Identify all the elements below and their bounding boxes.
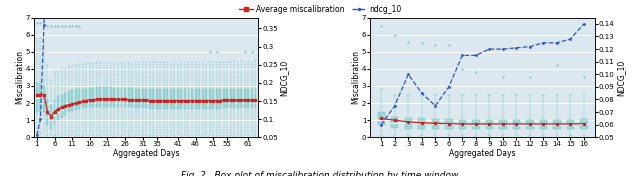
Bar (251, 89, 253, 108)
Bar (580, 119, 588, 129)
Bar (99, 87, 101, 106)
Bar (227, 89, 228, 108)
Bar (61, 95, 63, 118)
Bar (244, 89, 246, 108)
Bar (188, 89, 189, 109)
Bar (378, 112, 385, 125)
Bar (472, 120, 479, 129)
Bar (64, 93, 66, 115)
Bar (230, 89, 232, 108)
Bar (40, 83, 42, 112)
Bar (47, 100, 49, 125)
Bar (78, 89, 80, 109)
Bar (145, 89, 147, 108)
Bar (223, 89, 225, 108)
Bar (205, 89, 207, 109)
Bar (36, 83, 38, 112)
Bar (237, 89, 239, 108)
Bar (127, 88, 129, 107)
Bar (138, 89, 140, 108)
Bar (89, 88, 91, 107)
Bar (216, 89, 218, 109)
Bar (106, 87, 108, 106)
Bar (198, 89, 200, 109)
Bar (163, 89, 164, 109)
Bar (202, 89, 204, 109)
Bar (177, 89, 179, 109)
Y-axis label: NDCG_10: NDCG_10 (616, 59, 625, 96)
Bar (141, 89, 143, 108)
Bar (148, 89, 150, 109)
Bar (110, 87, 112, 106)
Bar (75, 89, 77, 110)
Bar (170, 89, 172, 109)
Bar (540, 120, 547, 129)
Bar (103, 87, 105, 106)
Bar (431, 119, 439, 129)
X-axis label: Aggregated Days: Aggregated Days (449, 149, 516, 158)
Bar (82, 89, 84, 108)
Bar (113, 88, 115, 107)
Bar (180, 89, 182, 109)
Text: Fig. 2.  Box plot of miscalibration distribution by time window: Fig. 2. Box plot of miscalibration distr… (181, 171, 459, 176)
Bar (166, 89, 168, 109)
Y-axis label: Miscalibration: Miscalibration (351, 51, 360, 104)
Bar (131, 88, 133, 107)
Bar (57, 96, 59, 120)
Bar (212, 89, 214, 109)
Bar (499, 120, 506, 129)
Bar (191, 89, 193, 109)
Bar (445, 119, 452, 129)
Bar (71, 90, 73, 111)
Bar (248, 89, 250, 108)
Bar (54, 100, 56, 124)
Bar (234, 89, 236, 108)
Bar (459, 120, 466, 129)
Bar (184, 89, 186, 109)
Bar (43, 86, 45, 112)
Bar (50, 105, 52, 129)
Bar (566, 120, 574, 129)
Bar (255, 89, 257, 108)
Y-axis label: Miscalibration: Miscalibration (15, 51, 24, 104)
Bar (526, 120, 534, 129)
Bar (85, 89, 87, 108)
Legend: Average miscalibration, ndcg_10: Average miscalibration, ndcg_10 (236, 2, 404, 17)
Bar (173, 89, 175, 109)
Bar (159, 89, 161, 109)
Bar (68, 91, 70, 112)
Bar (553, 120, 561, 129)
Bar (117, 88, 119, 107)
Bar (513, 120, 520, 129)
Bar (120, 88, 122, 107)
Bar (92, 88, 94, 107)
Bar (220, 89, 221, 109)
Bar (391, 117, 399, 128)
Y-axis label: NDCG_10: NDCG_10 (280, 59, 289, 96)
Bar (195, 89, 196, 109)
Bar (404, 118, 412, 129)
Bar (134, 89, 136, 108)
X-axis label: Aggregated Days: Aggregated Days (113, 149, 179, 158)
Bar (156, 89, 157, 109)
Bar (241, 89, 243, 108)
Bar (486, 120, 493, 129)
Bar (152, 89, 154, 109)
Bar (418, 118, 426, 129)
Bar (124, 88, 126, 107)
Bar (96, 87, 98, 107)
Bar (209, 89, 211, 109)
